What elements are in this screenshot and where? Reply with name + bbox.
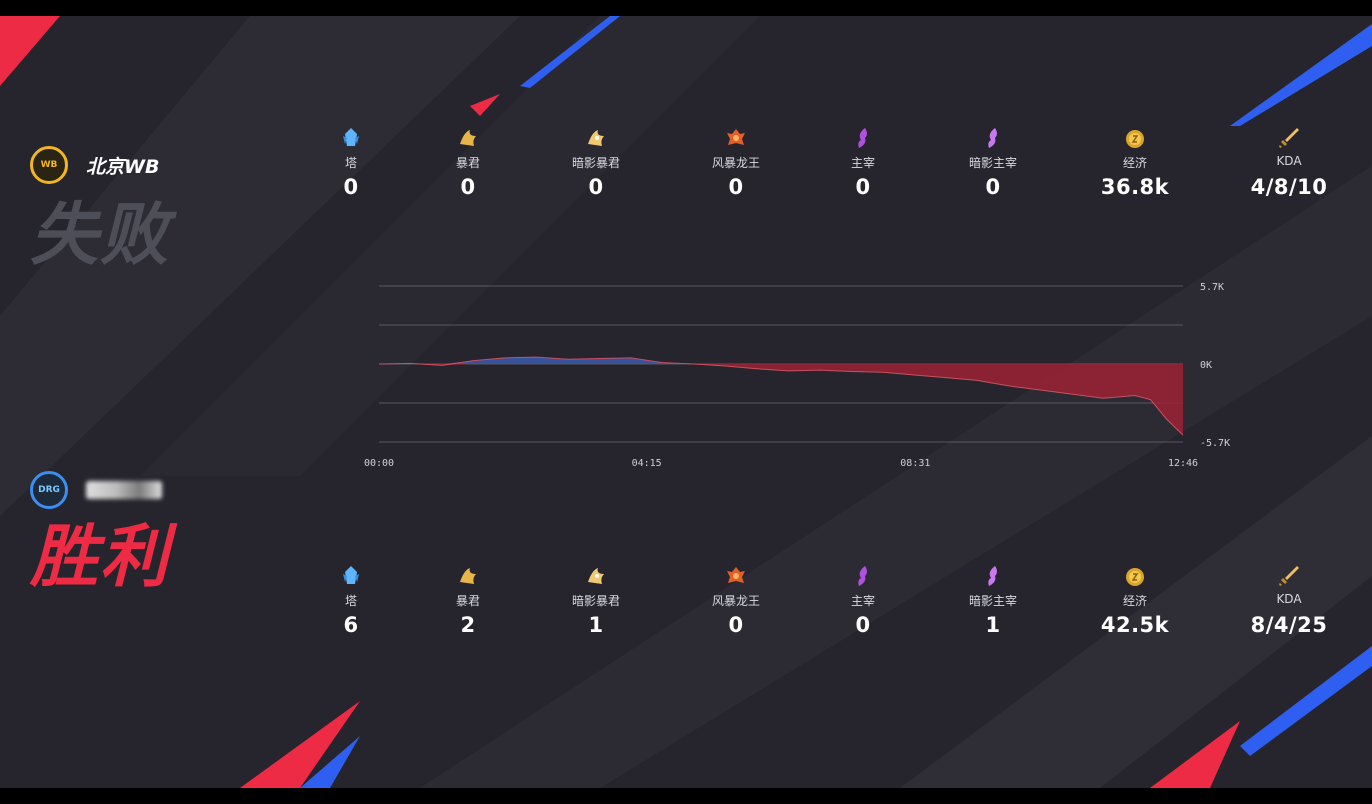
team-top-result: 失败 [30, 196, 171, 275]
shadow-overlord-icon [988, 566, 997, 586]
stat-gold: 经济 42.5k [1080, 564, 1190, 637]
chart-x-tick-label: 12:46 [1168, 458, 1198, 469]
shadow-tyrant-icon [588, 130, 604, 146]
background-decoration [0, 16, 1372, 788]
tower-icon [343, 566, 359, 584]
team-bottom-result: 胜利 [30, 518, 171, 597]
chart-y-tick-label: 0K [1200, 360, 1212, 371]
gold-coin-icon [1126, 130, 1144, 148]
chart-area-positive [379, 357, 1183, 364]
chart-y-tick-label: -5.7K [1200, 438, 1230, 449]
team-top: WB 北京WB [30, 146, 159, 184]
storm-dragon-icon [727, 129, 745, 145]
stat-storm-dragon: 风暴龙王 0 [681, 126, 791, 199]
stat-tyrant: 暴君 0 [413, 126, 523, 199]
team-top-logo: WB [30, 146, 68, 184]
overlord-icon [858, 128, 867, 148]
stat-shadow-overlord: 暗影主宰 1 [938, 564, 1048, 637]
team-top-name: 北京WB [86, 155, 160, 178]
stat-tyrant: 暴君 2 [413, 564, 523, 637]
sword-icon [1279, 566, 1299, 586]
stat-kda: KDA 8/4/25 [1234, 564, 1344, 637]
chart-x-tick-label: 04:15 [632, 458, 662, 469]
chart-y-tick-label: 5.7K [1200, 282, 1224, 293]
chart-series-line [378, 356, 1184, 436]
gold-coin-icon [1126, 568, 1144, 586]
team-bottom-name-blurred [86, 481, 162, 499]
stat-overlord: 主宰 0 [808, 126, 918, 199]
chart-x-tick-label: 08:31 [900, 458, 930, 469]
stat-overlord: 主宰 0 [808, 564, 918, 637]
tyrant-icon [460, 130, 476, 146]
stat-storm-dragon: 风暴龙王 0 [681, 564, 791, 637]
stat-shadow-tyrant: 暗影暴君 0 [541, 126, 651, 199]
stat-gold: 经济 36.8k [1080, 126, 1190, 199]
team-bottom: DRG [30, 471, 162, 509]
gold-difference-chart: 5.7K 0K -5.7K 00:00 04:15 08:31 12:46 [364, 282, 1230, 469]
sword-icon [1279, 128, 1299, 148]
tower-icon [343, 128, 359, 146]
storm-dragon-icon [727, 567, 745, 583]
shadow-overlord-icon [988, 128, 997, 148]
stat-shadow-overlord: 暗影主宰 0 [938, 126, 1048, 199]
chart-x-tick-label: 00:00 [364, 458, 394, 469]
shadow-tyrant-icon [588, 568, 604, 584]
chart-area-negative [379, 364, 1183, 436]
team-bottom-logo: DRG [30, 471, 68, 509]
overlord-icon [858, 566, 867, 586]
stat-kda: KDA 4/8/10 [1234, 126, 1344, 199]
stat-shadow-tyrant: 暗影暴君 1 [541, 564, 651, 637]
tyrant-icon [460, 568, 476, 584]
